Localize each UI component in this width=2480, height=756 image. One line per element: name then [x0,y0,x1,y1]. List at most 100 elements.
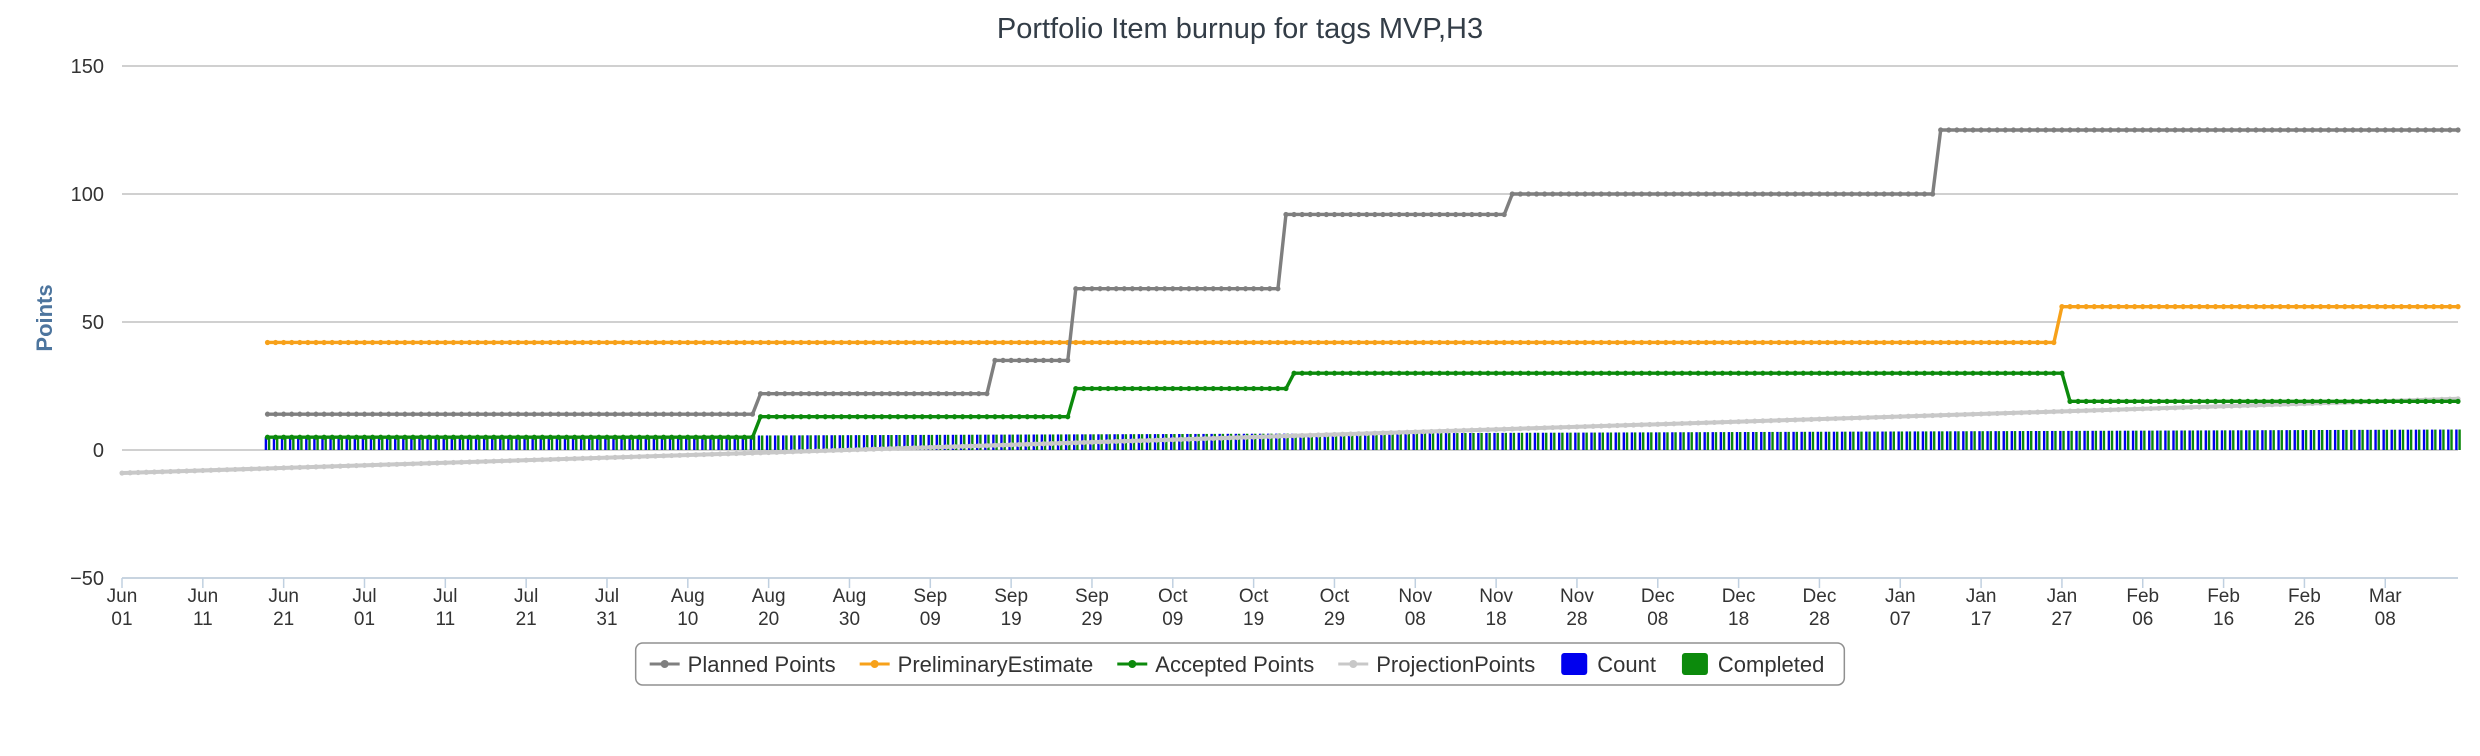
bar [332,436,335,450]
point [1226,339,1232,346]
bar [927,434,930,450]
point [1824,339,1831,346]
bar [1881,431,1884,450]
point [1380,430,1386,436]
legend-item-accepted-points[interactable]: Accepted Points [1117,652,1314,677]
bar [394,436,397,450]
bar [1989,431,1992,450]
point [2091,407,2097,413]
bar [615,435,618,450]
bar [895,434,898,450]
legend-item-planned-points[interactable]: Planned Points [649,652,836,677]
point [943,444,950,450]
bar [1347,433,1351,450]
point [830,414,836,420]
point [1921,413,1928,419]
point [701,451,707,458]
bar [854,435,858,450]
legend-item-count[interactable]: Count [1561,652,1656,677]
point [588,339,594,346]
x-tick-label: Dec 28 [1803,586,1837,630]
bar [280,437,284,450]
point [749,411,756,417]
point [1849,339,1855,346]
x-tick-label: Dec 08 [1641,586,1675,630]
bar [1423,433,1427,450]
legend-item-completed[interactable]: Completed [1681,652,1824,677]
point [612,339,618,346]
point [1962,339,1968,346]
point [200,467,206,474]
point [1032,357,1038,363]
point [733,339,739,346]
bar [1827,431,1831,450]
legend-item-projectionpoints[interactable]: ProjectionPoints [1338,652,1535,677]
bar [938,434,942,450]
point [547,434,554,440]
point [741,450,747,456]
point [1315,339,1321,346]
point [1687,370,1693,376]
point [1170,339,1176,346]
point [410,339,416,346]
point [2447,127,2453,133]
bar [2196,430,2199,450]
bar [1743,432,1747,450]
point [1938,370,1944,376]
bar [882,435,885,450]
point [1970,339,1976,346]
point [1364,211,1370,218]
point [669,434,675,440]
bar [2135,430,2138,450]
bar [313,437,316,450]
point [1428,428,1435,435]
bar [502,436,505,450]
bar [542,436,546,450]
bar [2333,429,2337,450]
point [2107,407,2114,413]
bar [846,435,850,450]
point [863,446,869,453]
bar [445,436,449,450]
point [1639,370,1645,376]
point [935,391,941,397]
point [1121,438,1127,444]
bar [1577,432,1580,450]
x-tick-label: Feb 06 [2126,586,2159,630]
bar [466,436,470,450]
bar [1448,433,1451,450]
bar [757,435,761,450]
x-tick-label: Mar 08 [2369,586,2402,630]
point [943,414,950,420]
point [725,434,731,440]
bar [264,437,268,450]
point [1129,286,1135,292]
legend-marker-symbol [660,660,669,668]
bar [1242,433,1246,450]
legend-item-preliminaryestimate[interactable]: PreliminaryEstimate [859,652,1094,677]
bar [596,436,599,450]
point [539,457,545,463]
point [717,434,723,440]
bar [1832,431,1836,450]
bar [2010,431,2014,450]
point [992,357,998,363]
bar [591,436,594,450]
point [1445,370,1451,376]
point [1315,370,1321,376]
bar [612,435,615,450]
bar [324,437,327,450]
point [2366,398,2372,404]
bar [2139,430,2143,450]
bar [782,435,785,450]
point [369,462,376,468]
point [1461,370,1467,376]
bar [2046,430,2049,450]
point [402,461,408,467]
bar [563,436,567,450]
point [1703,420,1709,426]
bar [1819,431,1823,450]
point [208,467,214,473]
legend[interactable]: Planned Points PreliminaryEstimate Accepte… [634,642,1846,686]
point [798,391,804,397]
